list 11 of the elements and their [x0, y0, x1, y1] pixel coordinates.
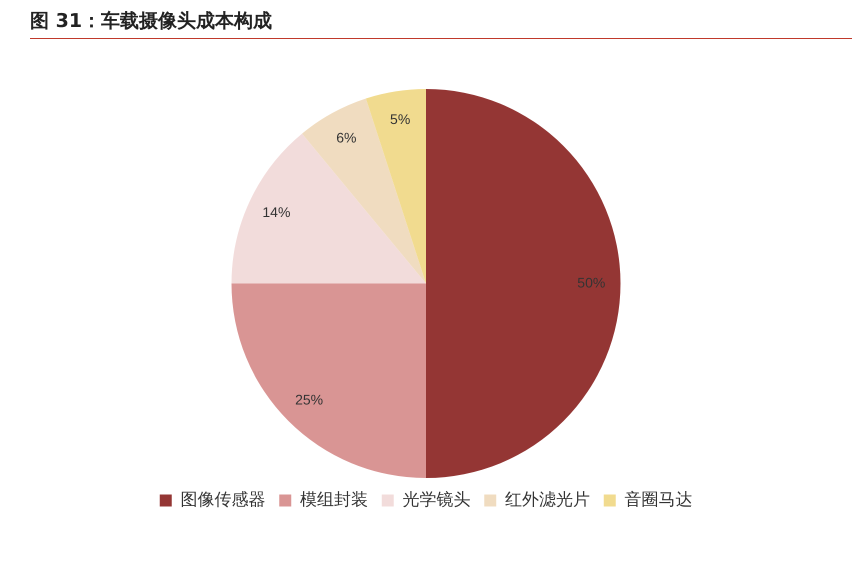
data-label: 50% — [577, 274, 606, 290]
legend-label: 模组封装 — [300, 490, 368, 510]
chart-title: 图 31：车载摄像头成本构成 — [30, 9, 272, 34]
data-label: 25% — [295, 391, 324, 408]
legend-label: 图像传感器 — [180, 490, 266, 510]
legend-label: 音圈马达 — [624, 490, 692, 510]
legend-label: 光学镜头 — [402, 490, 470, 510]
data-label: 5% — [390, 111, 410, 128]
data-label: 14% — [262, 204, 290, 220]
data-label: 6% — [336, 129, 356, 146]
legend-label: 红外滤光片 — [504, 490, 590, 510]
